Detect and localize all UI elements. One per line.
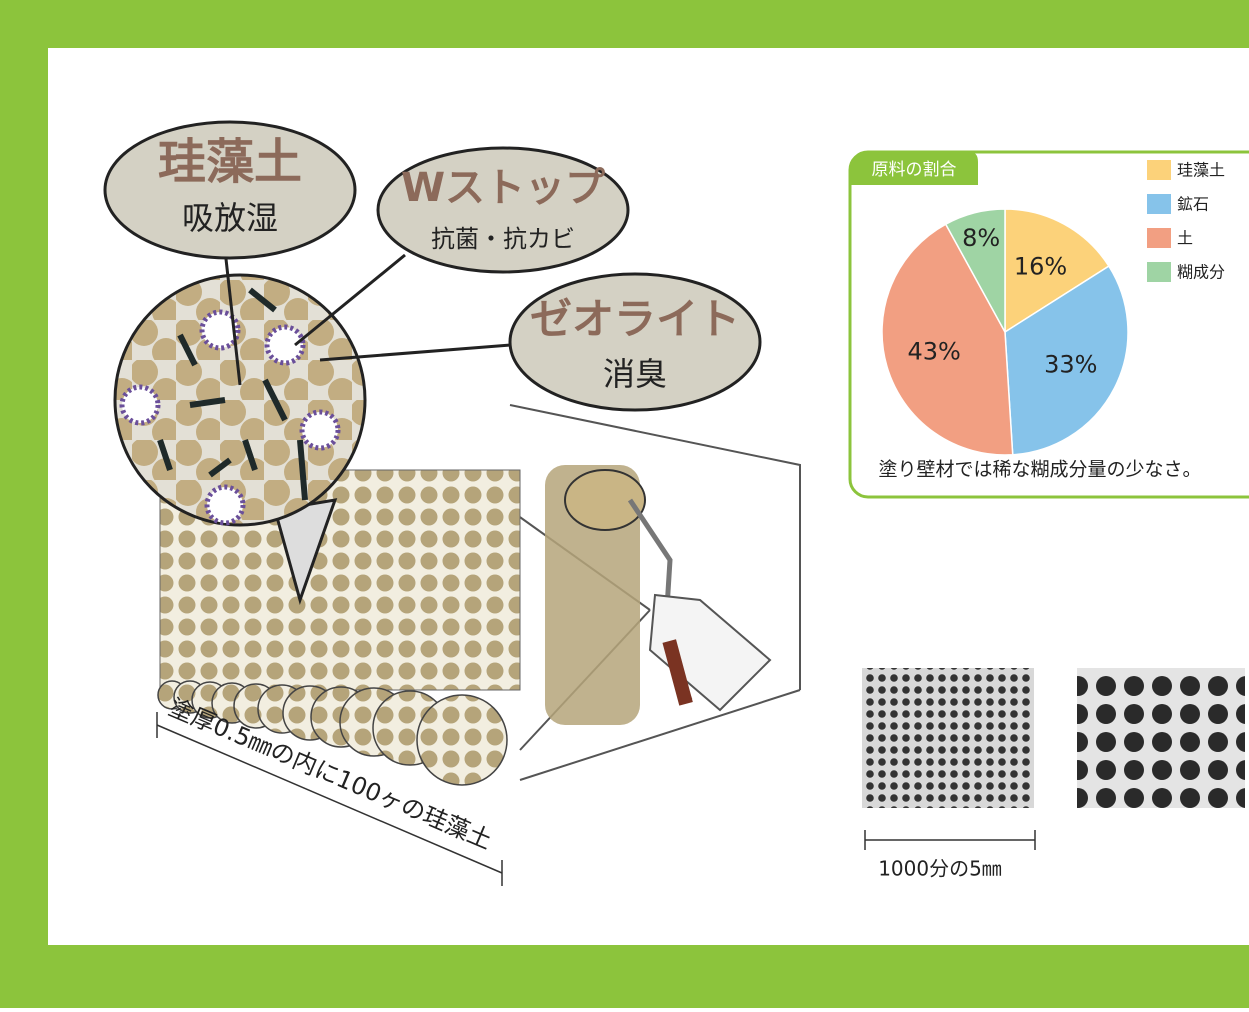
bubble-title: Wストップ	[401, 165, 605, 211]
scale-bar	[864, 830, 1036, 850]
micrograph	[862, 668, 1034, 808]
bubble-subtitle: 吸放湿	[182, 199, 278, 237]
antibacterial-particles	[119, 309, 341, 526]
legend-swatch	[1147, 160, 1171, 180]
legend-label: 糊成分	[1177, 263, 1225, 282]
chart-annotation: 塗り壁材では稀な糊成分量の少なさ。	[878, 458, 1201, 481]
slice-label: 33%	[1044, 351, 1097, 379]
slice-label: 8%	[962, 224, 1000, 252]
bubble: ゼオライト 消臭	[508, 272, 762, 412]
legend-label: 珪藻土	[1177, 161, 1225, 180]
callout-lines	[223, 249, 511, 386]
bubble: 珪藻土 吸放湿	[103, 120, 357, 260]
bubble: Wストップ 抗菌・抗カビ	[376, 146, 630, 274]
pie-slice	[944, 208, 1006, 333]
pie: 16% 33% 43% 8%	[881, 208, 1129, 456]
chart-title: 原料の割合	[872, 160, 957, 180]
slice-label: 16%	[1014, 252, 1067, 280]
bubble-title: ゼオライト	[530, 295, 740, 344]
pie-slice	[1004, 265, 1129, 456]
slice-label: 43%	[907, 338, 960, 366]
bubble-subtitle: 抗菌・抗カビ	[431, 225, 575, 253]
title-tab	[850, 152, 978, 185]
fibers	[157, 287, 308, 501]
legend-label: 鉱石	[1177, 195, 1209, 214]
scale-note: 1000分の5㎜	[878, 857, 1002, 881]
disc-row	[157, 680, 508, 786]
roller	[545, 465, 772, 725]
pie-slice	[1004, 208, 1110, 334]
dimension-line	[156, 712, 503, 886]
bubble-subtitle: 消臭	[603, 355, 667, 393]
micrograph	[1077, 668, 1245, 808]
bubble-title: 珪藻土	[158, 134, 302, 190]
legend-swatch	[1147, 262, 1171, 282]
legend-swatch	[1147, 228, 1171, 248]
legend-swatch	[1147, 194, 1171, 214]
legend-label: 土	[1177, 229, 1193, 248]
pie-slice	[881, 223, 1014, 456]
